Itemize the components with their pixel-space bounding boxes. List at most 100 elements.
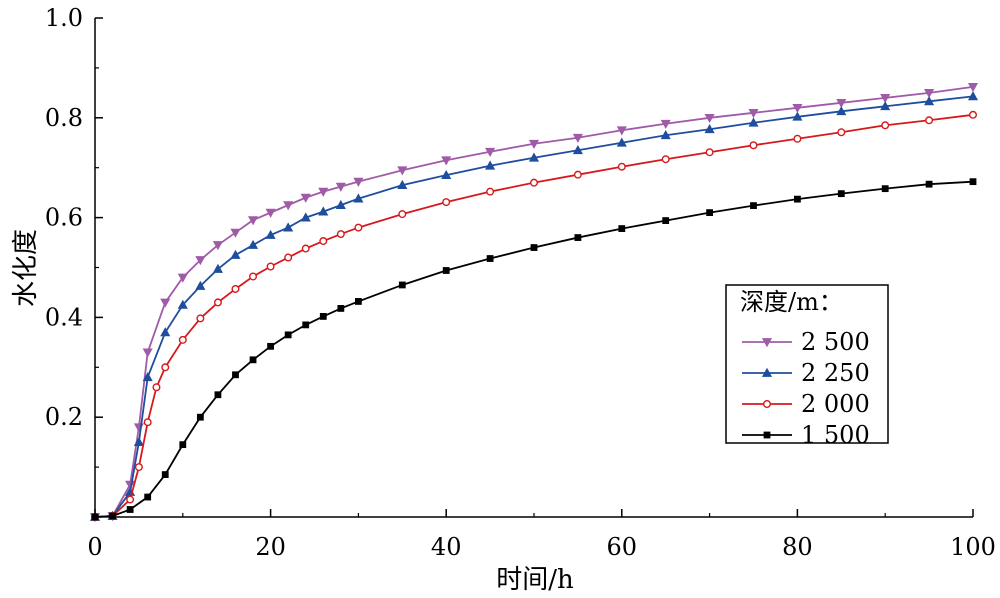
data-point — [353, 193, 364, 203]
data-point — [617, 162, 626, 171]
data-point — [793, 134, 802, 143]
data-point — [134, 463, 143, 472]
data-point — [616, 126, 627, 136]
data-point — [231, 284, 240, 293]
legend-items: 2 500 2 250 2 000 1 500 — [742, 328, 870, 449]
data-point — [265, 208, 276, 218]
y-tick-label: 1.0 — [45, 4, 83, 32]
data-point — [880, 93, 891, 104]
y-axis-title: 水化度 — [11, 229, 41, 307]
data-point — [302, 321, 310, 329]
y-tick-label: 0.4 — [45, 303, 83, 331]
data-point — [283, 222, 294, 232]
legend-label: 2 000 — [801, 390, 870, 418]
data-point — [284, 253, 293, 262]
data-point — [750, 202, 757, 210]
data-point — [880, 101, 891, 111]
data-point — [398, 210, 407, 219]
data-point — [661, 155, 670, 164]
legend-swatch-marker — [761, 367, 773, 377]
data-point — [485, 147, 496, 157]
data-point — [704, 113, 715, 124]
data-point — [318, 187, 329, 197]
data-point — [300, 212, 311, 222]
data-point — [836, 106, 847, 116]
data-point — [196, 413, 204, 421]
y-tick-label: 0.2 — [45, 403, 83, 431]
data-point — [212, 241, 223, 251]
data-point — [318, 206, 329, 216]
data-point — [660, 130, 671, 140]
data-point — [160, 298, 171, 308]
data-point — [486, 187, 495, 196]
legend-item: 1 500 — [742, 421, 870, 449]
data-point — [398, 281, 406, 289]
series-1 — [89, 91, 979, 521]
data-point — [397, 179, 408, 190]
data-point — [266, 262, 275, 271]
data-point — [212, 263, 223, 273]
data-point — [441, 169, 452, 180]
data-point — [794, 195, 801, 203]
data-point — [178, 335, 187, 344]
data-point — [530, 178, 539, 187]
x-axis-title: 时间/h — [496, 565, 574, 595]
data-point — [247, 239, 259, 249]
data-point — [792, 111, 803, 121]
data-point — [336, 230, 345, 239]
data-point — [354, 223, 363, 232]
legend-swatch-marker — [761, 338, 773, 348]
data-point — [528, 139, 540, 149]
data-point — [109, 512, 116, 520]
data-point — [126, 495, 135, 504]
data-point — [573, 170, 582, 179]
data-point — [177, 273, 188, 283]
legend-item: 2 000 — [742, 390, 870, 418]
data-point — [160, 327, 171, 337]
data-point — [441, 156, 452, 166]
data-point — [144, 493, 152, 501]
data-point — [230, 249, 241, 259]
data-point — [967, 91, 979, 101]
y-tick-label: 0.8 — [45, 104, 83, 132]
data-point — [143, 418, 152, 427]
data-point — [530, 244, 538, 251]
data-point — [265, 229, 276, 239]
data-point — [706, 209, 713, 217]
data-point — [572, 145, 583, 155]
data-point — [748, 117, 759, 127]
legend-item: 2 250 — [742, 359, 870, 387]
data-point — [705, 148, 714, 157]
data-point — [748, 108, 759, 119]
data-point — [967, 83, 979, 93]
data-point — [249, 272, 258, 281]
data-point — [152, 383, 161, 392]
data-point — [925, 180, 933, 188]
axes-layer: 0 20 40 60 80 100 0.2 0.4 0.6 0.8 1.0 — [45, 4, 996, 561]
data-point — [195, 280, 206, 290]
series-layer — [89, 83, 979, 523]
data-point — [232, 371, 239, 379]
y-tick-label: 0.6 — [45, 204, 83, 232]
legend-box — [725, 284, 889, 444]
legend-label: 1 500 — [801, 421, 870, 449]
data-point — [161, 471, 169, 478]
x-tick-label: 40 — [431, 533, 462, 561]
data-point — [881, 121, 890, 130]
data-point — [925, 116, 934, 125]
data-point — [749, 141, 758, 150]
x-tick-label: 20 — [255, 533, 286, 561]
data-point — [704, 124, 715, 134]
data-point — [572, 133, 583, 143]
data-point — [335, 199, 346, 209]
data-point — [179, 441, 187, 449]
data-point — [142, 372, 153, 382]
x-tick-label: 80 — [782, 533, 813, 561]
data-point — [616, 137, 627, 147]
x-tick-label: 100 — [950, 533, 996, 561]
data-point — [319, 237, 328, 246]
data-point — [486, 255, 494, 262]
legend-title: 深度/m： — [740, 288, 843, 316]
data-point — [618, 225, 626, 232]
